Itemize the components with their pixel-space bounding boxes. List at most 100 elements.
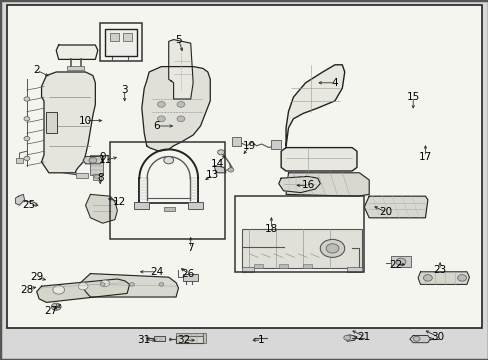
Text: 24: 24 (149, 267, 163, 277)
Text: 12: 12 (113, 197, 126, 207)
Bar (183, 274, 198, 281)
Text: 26: 26 (181, 269, 195, 279)
Bar (176, 333, 203, 336)
Text: 20: 20 (379, 207, 392, 217)
Text: 6: 6 (153, 121, 160, 131)
Polygon shape (409, 336, 429, 343)
Bar (232, 137, 241, 146)
Circle shape (157, 116, 165, 122)
Circle shape (94, 175, 99, 179)
Text: 5: 5 (175, 35, 182, 45)
Text: 16: 16 (301, 180, 314, 190)
Bar (16, 158, 23, 163)
Bar (123, 33, 132, 41)
Text: 22: 22 (388, 260, 402, 270)
Polygon shape (417, 272, 468, 284)
Text: 2: 2 (33, 65, 40, 75)
Bar (163, 207, 174, 211)
Text: 25: 25 (22, 200, 36, 210)
Polygon shape (56, 45, 98, 59)
Circle shape (163, 157, 173, 164)
Text: 13: 13 (205, 170, 219, 180)
Bar (278, 264, 287, 268)
Bar (303, 264, 311, 268)
Circle shape (24, 117, 30, 121)
Text: 31: 31 (137, 335, 151, 345)
Bar (134, 202, 149, 209)
Polygon shape (81, 274, 178, 297)
Circle shape (129, 283, 134, 286)
Bar (105, 29, 137, 56)
Polygon shape (37, 279, 129, 302)
Bar (46, 112, 57, 133)
Circle shape (24, 136, 30, 141)
Text: 4: 4 (331, 78, 338, 88)
Circle shape (89, 157, 97, 163)
Circle shape (177, 116, 184, 122)
Polygon shape (344, 335, 356, 341)
Bar (242, 267, 254, 272)
Bar (346, 267, 361, 272)
Circle shape (24, 97, 30, 101)
Circle shape (159, 283, 163, 286)
Circle shape (53, 285, 64, 294)
Circle shape (227, 168, 233, 172)
Circle shape (24, 156, 30, 161)
Text: 1: 1 (258, 335, 264, 345)
Text: 27: 27 (44, 306, 58, 316)
Circle shape (177, 102, 184, 107)
Polygon shape (41, 72, 95, 173)
Bar (390, 256, 410, 267)
Circle shape (217, 150, 224, 155)
Polygon shape (214, 166, 225, 173)
Polygon shape (281, 148, 356, 171)
Text: 14: 14 (210, 159, 224, 169)
Text: 19: 19 (242, 141, 256, 151)
Polygon shape (83, 157, 102, 164)
Text: 29: 29 (30, 272, 43, 282)
Polygon shape (285, 65, 344, 146)
Bar (271, 140, 281, 149)
Text: 10: 10 (79, 116, 92, 126)
Bar (100, 23, 142, 61)
Circle shape (423, 275, 431, 281)
Bar (93, 174, 101, 180)
Bar (176, 336, 203, 343)
Text: 32: 32 (176, 335, 190, 345)
Text: 17: 17 (418, 152, 431, 162)
Circle shape (78, 283, 88, 290)
Text: 21: 21 (357, 332, 370, 342)
Bar (188, 202, 203, 209)
Bar (110, 142, 224, 239)
Text: 7: 7 (187, 243, 194, 253)
Circle shape (343, 335, 350, 340)
Circle shape (412, 336, 419, 341)
Bar (110, 33, 119, 41)
Bar (67, 66, 84, 70)
Text: 8: 8 (97, 173, 103, 183)
Text: 18: 18 (264, 224, 278, 234)
Circle shape (320, 239, 344, 257)
Polygon shape (285, 173, 368, 196)
Circle shape (457, 275, 466, 281)
Polygon shape (85, 194, 117, 223)
Bar (242, 229, 361, 268)
Text: 23: 23 (432, 265, 446, 275)
Polygon shape (168, 40, 193, 99)
Text: 15: 15 (406, 92, 419, 102)
Circle shape (157, 102, 165, 107)
Bar (234, 196, 364, 272)
Text: 30: 30 (430, 332, 443, 342)
Bar (90, 155, 102, 175)
Bar (203, 333, 206, 343)
Bar (154, 336, 164, 341)
Circle shape (395, 258, 405, 265)
Bar (7, 5, 481, 328)
Circle shape (100, 283, 105, 286)
Circle shape (325, 244, 338, 253)
Polygon shape (142, 67, 210, 151)
Text: 3: 3 (121, 85, 128, 95)
Polygon shape (364, 196, 427, 218)
Polygon shape (16, 194, 24, 205)
Polygon shape (278, 176, 320, 193)
